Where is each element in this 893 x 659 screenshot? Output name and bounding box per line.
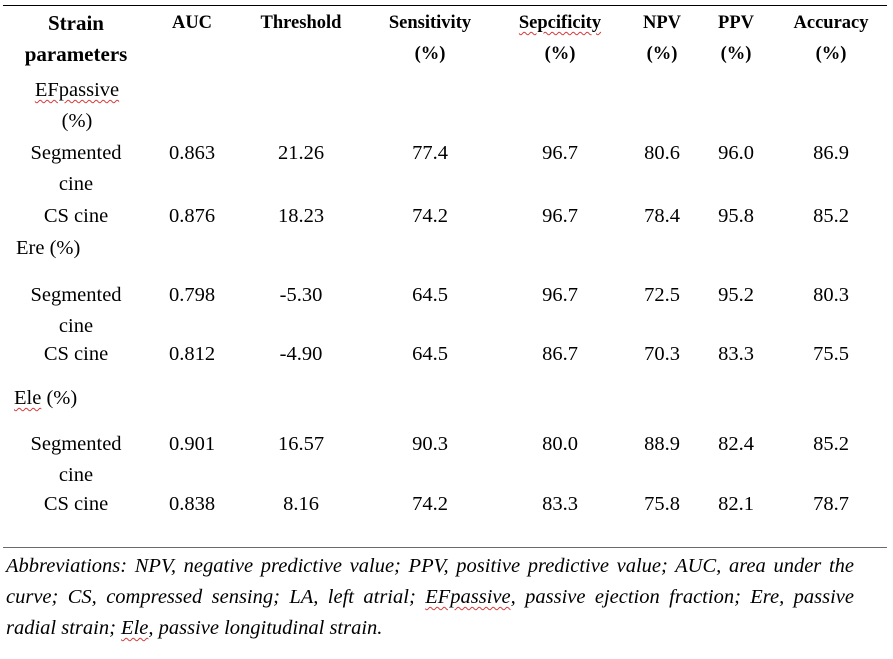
group-label-efpassive: EFpassive (%) — [34, 79, 120, 132]
header-threshold: Threshold — [260, 13, 342, 33]
cell-npv: 78.4 — [644, 205, 680, 227]
cell-threshold: 16.57 — [277, 433, 325, 455]
cell-ppv: 95.8 — [718, 205, 754, 227]
cell-accuracy: 85.2 — [813, 433, 849, 455]
cell-threshold: -5.30 — [279, 284, 323, 306]
cell-npv: 75.8 — [644, 493, 680, 515]
header-ppv: PPV (%) — [718, 13, 754, 64]
row-method: CS cine — [43, 493, 109, 515]
cell-accuracy: 80.3 — [813, 284, 849, 306]
cell-threshold: 18.23 — [277, 205, 325, 227]
cell-npv: 70.3 — [644, 343, 680, 365]
cell-ppv: 82.4 — [718, 433, 754, 455]
cell-auc: 0.838 — [168, 493, 216, 515]
header-npv: NPV (%) — [642, 13, 682, 64]
cell-auc: 0.798 — [168, 284, 216, 306]
cell-threshold: 21.26 — [277, 142, 325, 164]
cell-threshold: 8.16 — [283, 493, 319, 515]
cell-accuracy: 78.7 — [813, 493, 849, 515]
cell-specificity: 96.7 — [542, 205, 578, 227]
header-strain-parameters: Strain parameters — [24, 11, 128, 66]
row-method: CS cine — [43, 205, 109, 227]
cell-sensitivity: 74.2 — [412, 205, 448, 227]
header-auc: AUC — [171, 13, 213, 33]
cell-sensitivity: 74.2 — [412, 493, 448, 515]
cell-specificity: 83.3 — [542, 493, 578, 515]
header-accuracy: Accuracy (%) — [793, 13, 869, 64]
cell-npv: 72.5 — [644, 284, 680, 306]
cell-npv: 80.6 — [644, 142, 680, 164]
table-bottom-rule — [3, 547, 887, 548]
cell-specificity: 96.7 — [542, 142, 578, 164]
header-specificity: Sepcificity (%) — [518, 13, 602, 64]
row-method: CS cine — [43, 343, 109, 365]
cell-sensitivity: 64.5 — [412, 343, 448, 365]
cell-accuracy: 85.2 — [813, 205, 849, 227]
cell-sensitivity: 77.4 — [412, 142, 448, 164]
cell-auc: 0.876 — [168, 205, 216, 227]
cell-sensitivity: 64.5 — [412, 284, 448, 306]
cell-ppv: 96.0 — [718, 142, 754, 164]
table-top-rule — [3, 5, 887, 6]
row-method: Segmented cine — [30, 433, 122, 486]
cell-npv: 88.9 — [644, 433, 680, 455]
cell-specificity: 80.0 — [542, 433, 578, 455]
group-label-ere: Ere (%) — [16, 237, 81, 259]
row-method: Segmented cine — [30, 284, 122, 337]
cell-ppv: 82.1 — [718, 493, 754, 515]
cell-specificity: 86.7 — [542, 343, 578, 365]
cell-ppv: 95.2 — [718, 284, 754, 306]
cell-ppv: 83.3 — [718, 343, 754, 365]
header-specificity-label: Sepcificity — [518, 13, 602, 33]
cell-specificity: 96.7 — [542, 284, 578, 306]
table-footnote: Abbreviations: NPV, negative predictive … — [6, 555, 855, 639]
cell-sensitivity: 90.3 — [412, 433, 448, 455]
cell-accuracy: 75.5 — [813, 343, 849, 365]
cell-threshold: -4.90 — [279, 343, 323, 365]
row-method: Segmented cine — [30, 142, 122, 195]
group-label-ele: Ele (%) — [14, 387, 78, 409]
cell-auc: 0.863 — [168, 142, 216, 164]
cell-accuracy: 86.9 — [813, 142, 849, 164]
header-sensitivity: Sensitivity (%) — [388, 13, 472, 64]
cell-auc: 0.901 — [168, 433, 216, 455]
cell-auc: 0.812 — [168, 343, 216, 365]
